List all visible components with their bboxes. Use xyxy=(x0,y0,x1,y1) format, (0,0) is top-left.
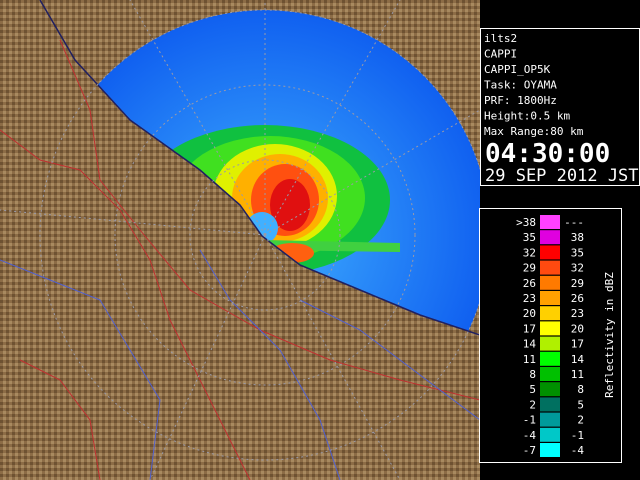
legend-high: 14 xyxy=(571,353,585,366)
legend-high: -4 xyxy=(571,444,585,457)
info-line: CAPPI xyxy=(484,48,517,61)
legend-swatch xyxy=(540,336,560,351)
radar-map xyxy=(0,0,480,480)
legend-low: 8 xyxy=(529,368,536,381)
time: 04:30:00 xyxy=(485,139,610,169)
legend-high: 17 xyxy=(571,338,584,351)
legend-low: 11 xyxy=(523,353,536,366)
legend-high: 26 xyxy=(571,292,584,305)
legend-high: 29 xyxy=(571,277,584,290)
date: 29 SEP 2012 JST xyxy=(485,166,639,186)
legend-low: 26 xyxy=(523,277,536,290)
legend-low: 20 xyxy=(523,307,536,320)
legend-swatch xyxy=(540,230,560,245)
legend-low: 23 xyxy=(523,292,536,305)
legend-high: 20 xyxy=(571,322,584,335)
legend-swatch xyxy=(540,382,560,397)
legend-swatch xyxy=(540,245,560,260)
legend-low: 14 xyxy=(523,338,537,351)
legend-high: --- xyxy=(564,216,584,229)
legend: >38 --- 35 38 32 35 29 32 26 29 23 26 20 23 17 20 14 17 11… xyxy=(516,215,584,457)
info-line: Height:0.5 km xyxy=(484,110,570,123)
legend-low: >38 xyxy=(516,216,536,229)
legend-high: 11 xyxy=(571,368,584,381)
legend-high: 38 xyxy=(571,231,584,244)
legend-swatch xyxy=(540,321,560,336)
legend-high: 8 xyxy=(577,383,584,396)
legend-swatch xyxy=(540,427,560,442)
legend-swatch xyxy=(540,275,560,290)
legend-high: 35 xyxy=(571,246,584,259)
legend-low: 5 xyxy=(529,383,536,396)
legend-swatch xyxy=(540,397,560,412)
info-line: Task: OYAMA xyxy=(484,79,557,92)
legend-swatch xyxy=(540,260,560,275)
range-rings xyxy=(0,0,480,480)
info-text: ilts2 CAPPI CAPPI_OP5K Task: OYAMA PRF: 1800… xyxy=(484,32,584,138)
legend-low: 17 xyxy=(523,322,536,335)
legend-low: -7 xyxy=(523,444,536,457)
legend-low: 2 xyxy=(529,398,536,411)
legend-swatch xyxy=(540,412,560,427)
legend-low: -1 xyxy=(523,414,536,427)
legend-swatch xyxy=(540,306,560,321)
info-line: ilts2 xyxy=(484,32,517,45)
legend-swatch xyxy=(540,367,560,381)
legend-swatch xyxy=(540,443,560,457)
info-line: CAPPI_OP5K xyxy=(484,63,551,76)
info-line: PRF: 1800Hz xyxy=(484,94,557,107)
legend-high: 32 xyxy=(571,262,584,275)
legend-high: 23 xyxy=(571,307,584,320)
legend-low: 29 xyxy=(523,262,536,275)
legend-high: 5 xyxy=(577,398,584,411)
legend-high: 2 xyxy=(577,414,584,427)
rivers xyxy=(0,39,480,480)
info-box xyxy=(480,28,640,186)
legend-title: Reflectivity in dBZ xyxy=(603,272,616,398)
coastline xyxy=(39,0,480,336)
legend-swatch xyxy=(540,215,560,229)
legend-low: 35 xyxy=(523,231,536,244)
legend-swatch xyxy=(540,351,560,366)
info-line: Max Range:80 km xyxy=(484,125,584,138)
legend-swatch xyxy=(540,291,560,305)
legend-low: 32 xyxy=(523,246,536,259)
legend-low: -4 xyxy=(523,429,537,442)
legend-high: -1 xyxy=(571,429,584,442)
